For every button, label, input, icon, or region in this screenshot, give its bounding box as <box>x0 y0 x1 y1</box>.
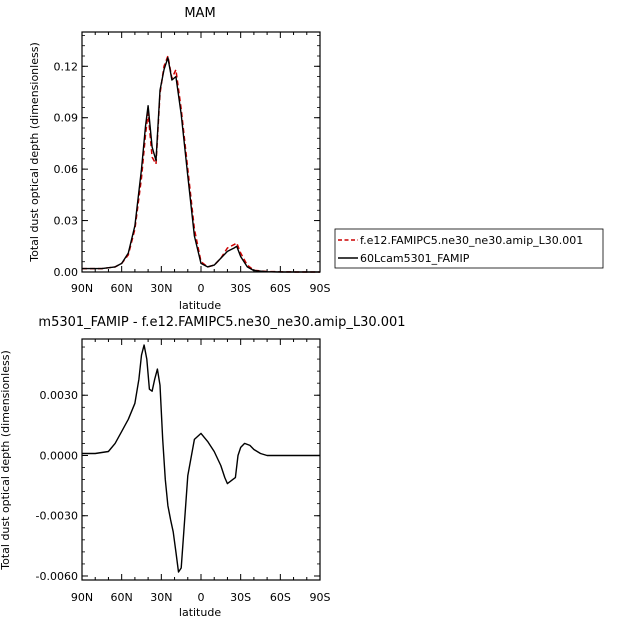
panel-top: MAM 90N 60N 30N 0 30S 60S 90S 0.00 0.03 0.06 0.09 0… <box>28 6 331 312</box>
top-y-tick-label: 0.09 <box>54 112 79 125</box>
top-plot-frame <box>81 31 321 273</box>
bottom-x-tick-label: 90S <box>310 591 331 604</box>
bottom-x-tick-label: 60S <box>270 591 291 604</box>
bottom-y-axis-label: Total dust optical depth (dimensionless) <box>0 350 12 570</box>
legend-box <box>334 228 604 269</box>
bottom-x-tick-label: 90N <box>71 591 93 604</box>
bottom-y-tick-label: 0.0000 <box>40 449 79 462</box>
bottom-y-tick-label: -0.0030 <box>36 510 78 523</box>
bottom-ticks: 90N 60N 30N 0 30S 60S 90S -0.0060 -0.0030 0.0000 0… <box>36 339 331 604</box>
top-series-line-0 <box>82 55 320 273</box>
top-x-tick-label: 60S <box>270 282 291 295</box>
bottom-panel-title: m5301_FAMIP - f.e12.FAMIPC5.ne30_ne30.am… <box>38 315 405 330</box>
bottom-plot-frame <box>81 338 321 581</box>
panel-bottom: m5301_FAMIP - f.e12.FAMIPC5.ne30_ne30.am… <box>0 315 406 619</box>
top-ticks: 90N 60N 30N 0 30S 60S 90S 0.00 0.03 0.06 0.09 0.12 <box>54 32 331 295</box>
top-y-axis-label: Total dust optical depth (dimensionless) <box>28 42 41 262</box>
top-x-axis-label: latitude <box>179 299 221 312</box>
bottom-x-tick-label: 60N <box>111 591 133 604</box>
bottom-y-tick-label: 0.0030 <box>40 389 79 402</box>
top-x-tick-label: 90S <box>310 282 331 295</box>
top-x-tick-label: 0 <box>198 282 205 295</box>
legend: f.e12.FAMIPC5.ne30_ne30.amip_L30.001 60L… <box>334 228 604 269</box>
bottom-x-tick-label: 0 <box>198 591 205 604</box>
legend-label-famipc5: f.e12.FAMIPC5.ne30_ne30.amip_L30.001 <box>360 234 583 247</box>
bottom-series-line-0 <box>82 344 320 573</box>
top-x-tick-label: 30S <box>230 282 251 295</box>
top-y-tick-label: 0.12 <box>54 60 79 73</box>
top-y-tick-label: 0.00 <box>54 266 79 279</box>
top-series-line-1 <box>82 57 320 273</box>
bottom-x-tick-label: 30S <box>230 591 251 604</box>
top-x-tick-label: 30N <box>150 282 172 295</box>
bottom-x-axis-label: latitude <box>179 606 221 619</box>
top-curves <box>82 55 320 273</box>
top-x-tick-label: 90N <box>71 282 93 295</box>
top-panel-title: MAM <box>184 6 215 21</box>
top-y-tick-label: 0.03 <box>54 215 79 228</box>
bottom-y-tick-label: -0.0060 <box>36 570 78 583</box>
legend-label-cam5301: 60Lcam5301_FAMIP <box>360 252 470 265</box>
top-y-tick-label: 0.06 <box>54 163 79 176</box>
bottom-curves <box>82 344 320 573</box>
top-x-tick-label: 60N <box>111 282 133 295</box>
bottom-x-tick-label: 30N <box>150 591 172 604</box>
